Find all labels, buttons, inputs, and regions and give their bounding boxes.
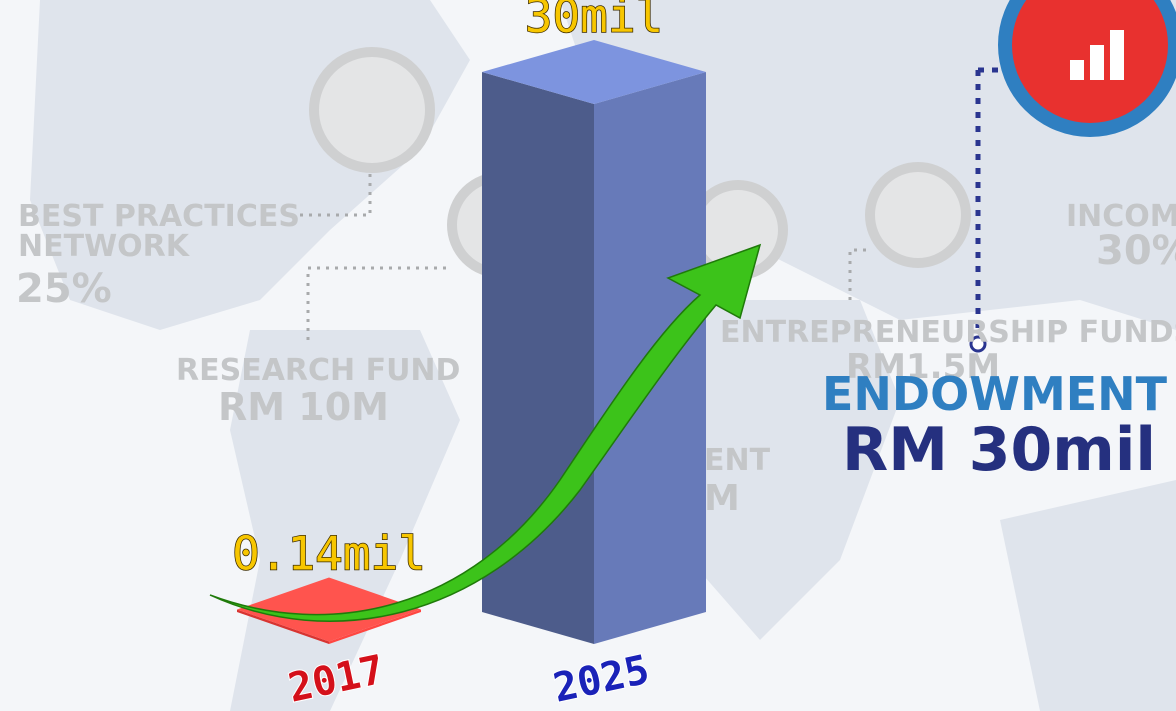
annotation: INCOME	[1066, 199, 1176, 234]
bar-top	[237, 577, 421, 642]
annotation: 25%	[16, 266, 112, 312]
value-label: 30mil	[525, 0, 663, 43]
annotation: RM 10M	[218, 385, 389, 429]
annotation: ENT	[704, 443, 771, 478]
bar-front	[237, 609, 329, 644]
bar-side	[329, 609, 421, 644]
bar-top	[482, 40, 706, 104]
growth-arrow	[209, 243, 762, 622]
annotation: ENTREPRENEURSHIP FUNDS	[720, 315, 1176, 350]
endowment-amount: RM 30mil	[842, 415, 1156, 485]
value-label: 0.14mil	[232, 526, 426, 580]
annotation: RESEARCH FUND	[176, 353, 460, 388]
annotation: M	[704, 478, 740, 519]
endowment-title: ENDOWMENT	[822, 367, 1168, 421]
annotation: NETWORK	[18, 229, 191, 264]
connectors	[300, 170, 870, 340]
annotation: 30%	[1096, 228, 1176, 274]
annotation: BEST PRACTICES	[18, 199, 300, 234]
connector-dot	[969, 335, 987, 353]
badge-icon	[1070, 30, 1124, 80]
annotation: RM1.5M	[846, 347, 1000, 387]
